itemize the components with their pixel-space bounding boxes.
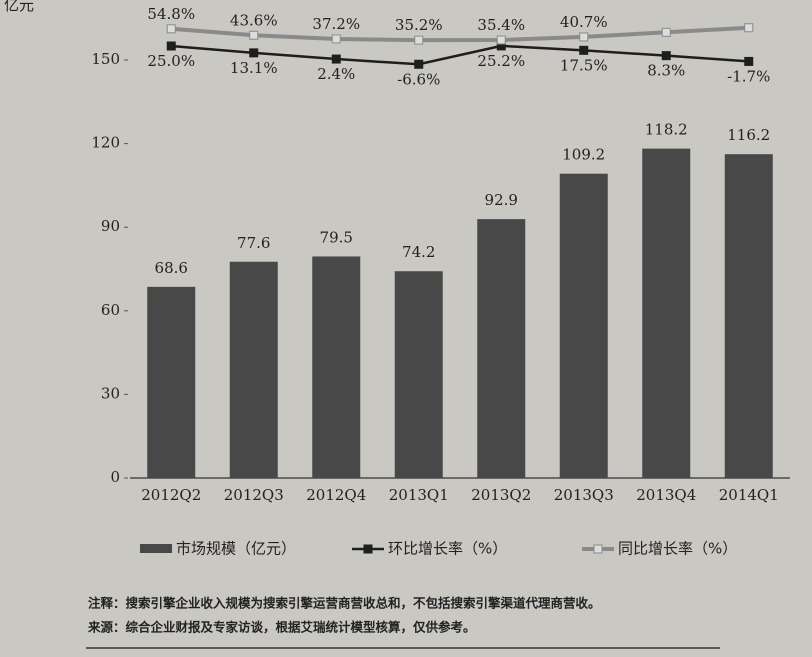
line-marker: [414, 35, 424, 45]
line-value-label: 2.4%: [317, 65, 355, 83]
y-tick-label: 0: [110, 468, 120, 486]
line-marker: [579, 45, 589, 55]
line-value-label: 35.4%: [477, 16, 525, 34]
legend-label: 同比增长率（%）: [618, 540, 737, 558]
bar-value-label: 68.6: [155, 259, 188, 277]
bar: [147, 286, 196, 478]
bar-value-label: 74.2: [402, 243, 435, 261]
line-marker: [496, 35, 506, 45]
y-tick-label: 90: [101, 217, 120, 235]
bar-value-label: 79.5: [320, 228, 353, 246]
x-tick-label: 2012Q3: [224, 486, 284, 504]
line-marker: [249, 30, 259, 40]
x-tick-label: 2013Q1: [389, 486, 449, 504]
line-value-label: 43.6%: [230, 11, 278, 29]
line-marker: [579, 32, 589, 42]
line-value-label: 54.8%: [147, 5, 195, 23]
line-value-label: -6.6%: [397, 70, 440, 88]
bar-value-label: 109.2: [562, 146, 605, 164]
line: [171, 44, 749, 66]
line-marker: [249, 48, 259, 58]
line-value-label: 17.5%: [560, 56, 608, 74]
line-marker: [744, 56, 754, 66]
x-tick-label: 2012Q2: [141, 486, 201, 504]
line-value-label: 13.1%: [230, 59, 278, 77]
line-marker: [661, 27, 671, 37]
note: 来源：综合企业财报及专家访谈，根据艾瑞统计模型核算，仅供参考。: [87, 620, 476, 635]
legend-swatch: [363, 544, 373, 554]
line-value-label: 40.7%: [560, 13, 608, 31]
bar: [642, 148, 691, 478]
bar: [477, 219, 526, 479]
bar: [559, 173, 608, 479]
line-value-label: -1.7%: [727, 67, 770, 85]
x-tick-label: 2013Q2: [471, 486, 531, 504]
y-tick-label: 150: [91, 50, 120, 68]
x-tick-label: 2013Q3: [554, 486, 614, 504]
line-marker: [166, 24, 176, 34]
y-tick-label: 120: [91, 134, 120, 152]
note: 注释：搜索引擎企业收入规模为搜索引擎运营商营收总和，不包括搜索引擎渠道代理商营收…: [88, 596, 601, 611]
line-value-label: 37.2%: [312, 15, 360, 33]
bar: [724, 154, 773, 478]
bar-value-label: 118.2: [645, 121, 688, 139]
legend-label: 市场规模（亿元）: [176, 540, 296, 558]
y-unit: 亿元: [4, 0, 34, 14]
line-marker: [331, 34, 341, 44]
y-tick-label: 60: [101, 301, 120, 319]
bar: [229, 261, 278, 478]
bar-value-label: 77.6: [237, 234, 270, 252]
line-marker: [661, 51, 671, 61]
line-value-label: 8.3%: [647, 62, 685, 80]
line-marker: [744, 23, 754, 33]
legend-swatch: [140, 544, 172, 553]
line-marker: [414, 59, 424, 69]
legend-label: 环比增长率（%）: [388, 540, 507, 558]
line: [171, 25, 749, 43]
bar-value-label: 116.2: [727, 126, 770, 144]
line-value-label: 25.2%: [477, 52, 525, 70]
line-value-label: 35.2%: [395, 16, 443, 34]
bar: [312, 256, 361, 478]
legend-swatch: [593, 544, 603, 554]
line-marker: [166, 41, 176, 51]
bar-value-label: 92.9: [485, 191, 518, 209]
bar: [394, 271, 443, 478]
x-tick-label: 2012Q4: [306, 486, 366, 504]
line-marker: [331, 54, 341, 64]
x-tick-label: 2013Q4: [636, 486, 696, 504]
y-tick-label: 30: [101, 384, 120, 402]
line-value-label: 25.0%: [147, 52, 195, 70]
x-tick-label: 2014Q1: [719, 486, 779, 504]
